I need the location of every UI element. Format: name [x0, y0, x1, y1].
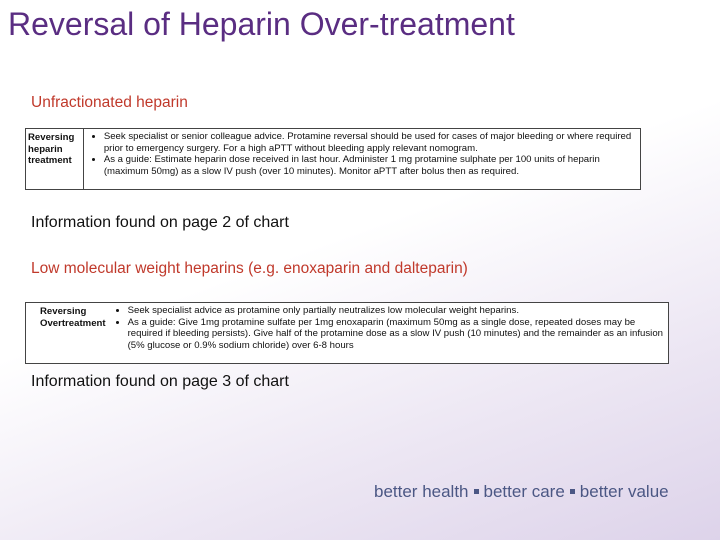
bullet-list: Seek specialist or senior colleague advi…: [84, 131, 640, 187]
heading: Unfractionated heparin: [31, 94, 188, 111]
bullet: Seek specialist or senior colleague advi…: [104, 131, 640, 154]
tagline-part: better value: [579, 482, 669, 501]
footer-tagline: better health better care better value: [374, 482, 669, 502]
heading: Low molecular weight heparins (e.g. enox…: [31, 260, 468, 277]
note: Information found on page 2 of chart: [31, 214, 289, 231]
separator: [569, 489, 575, 494]
note: Information found on page 3 of chart: [31, 373, 289, 390]
tagline-part: better health: [374, 482, 469, 501]
bullet: Seek specialist advice as protamine only…: [128, 305, 668, 317]
tagline-part: better care: [483, 482, 565, 501]
bullet-list: Seek specialist advice as protamine only…: [108, 305, 668, 361]
row-label: Reversing heparin treatment: [26, 129, 84, 189]
guideline-table: Reversing Overtreatment Seek specialist …: [25, 302, 669, 364]
row-label: Reversing Overtreatment: [40, 306, 106, 329]
guideline-table: Reversing heparin treatment Seek special…: [25, 128, 641, 190]
bullet: As a guide: Give 1mg protamine sulfate p…: [128, 317, 668, 352]
title: Reversal of Heparin Over-treatment: [8, 6, 515, 42]
separator: [473, 489, 479, 494]
bullet: As a guide: Estimate heparin dose receiv…: [104, 154, 640, 177]
